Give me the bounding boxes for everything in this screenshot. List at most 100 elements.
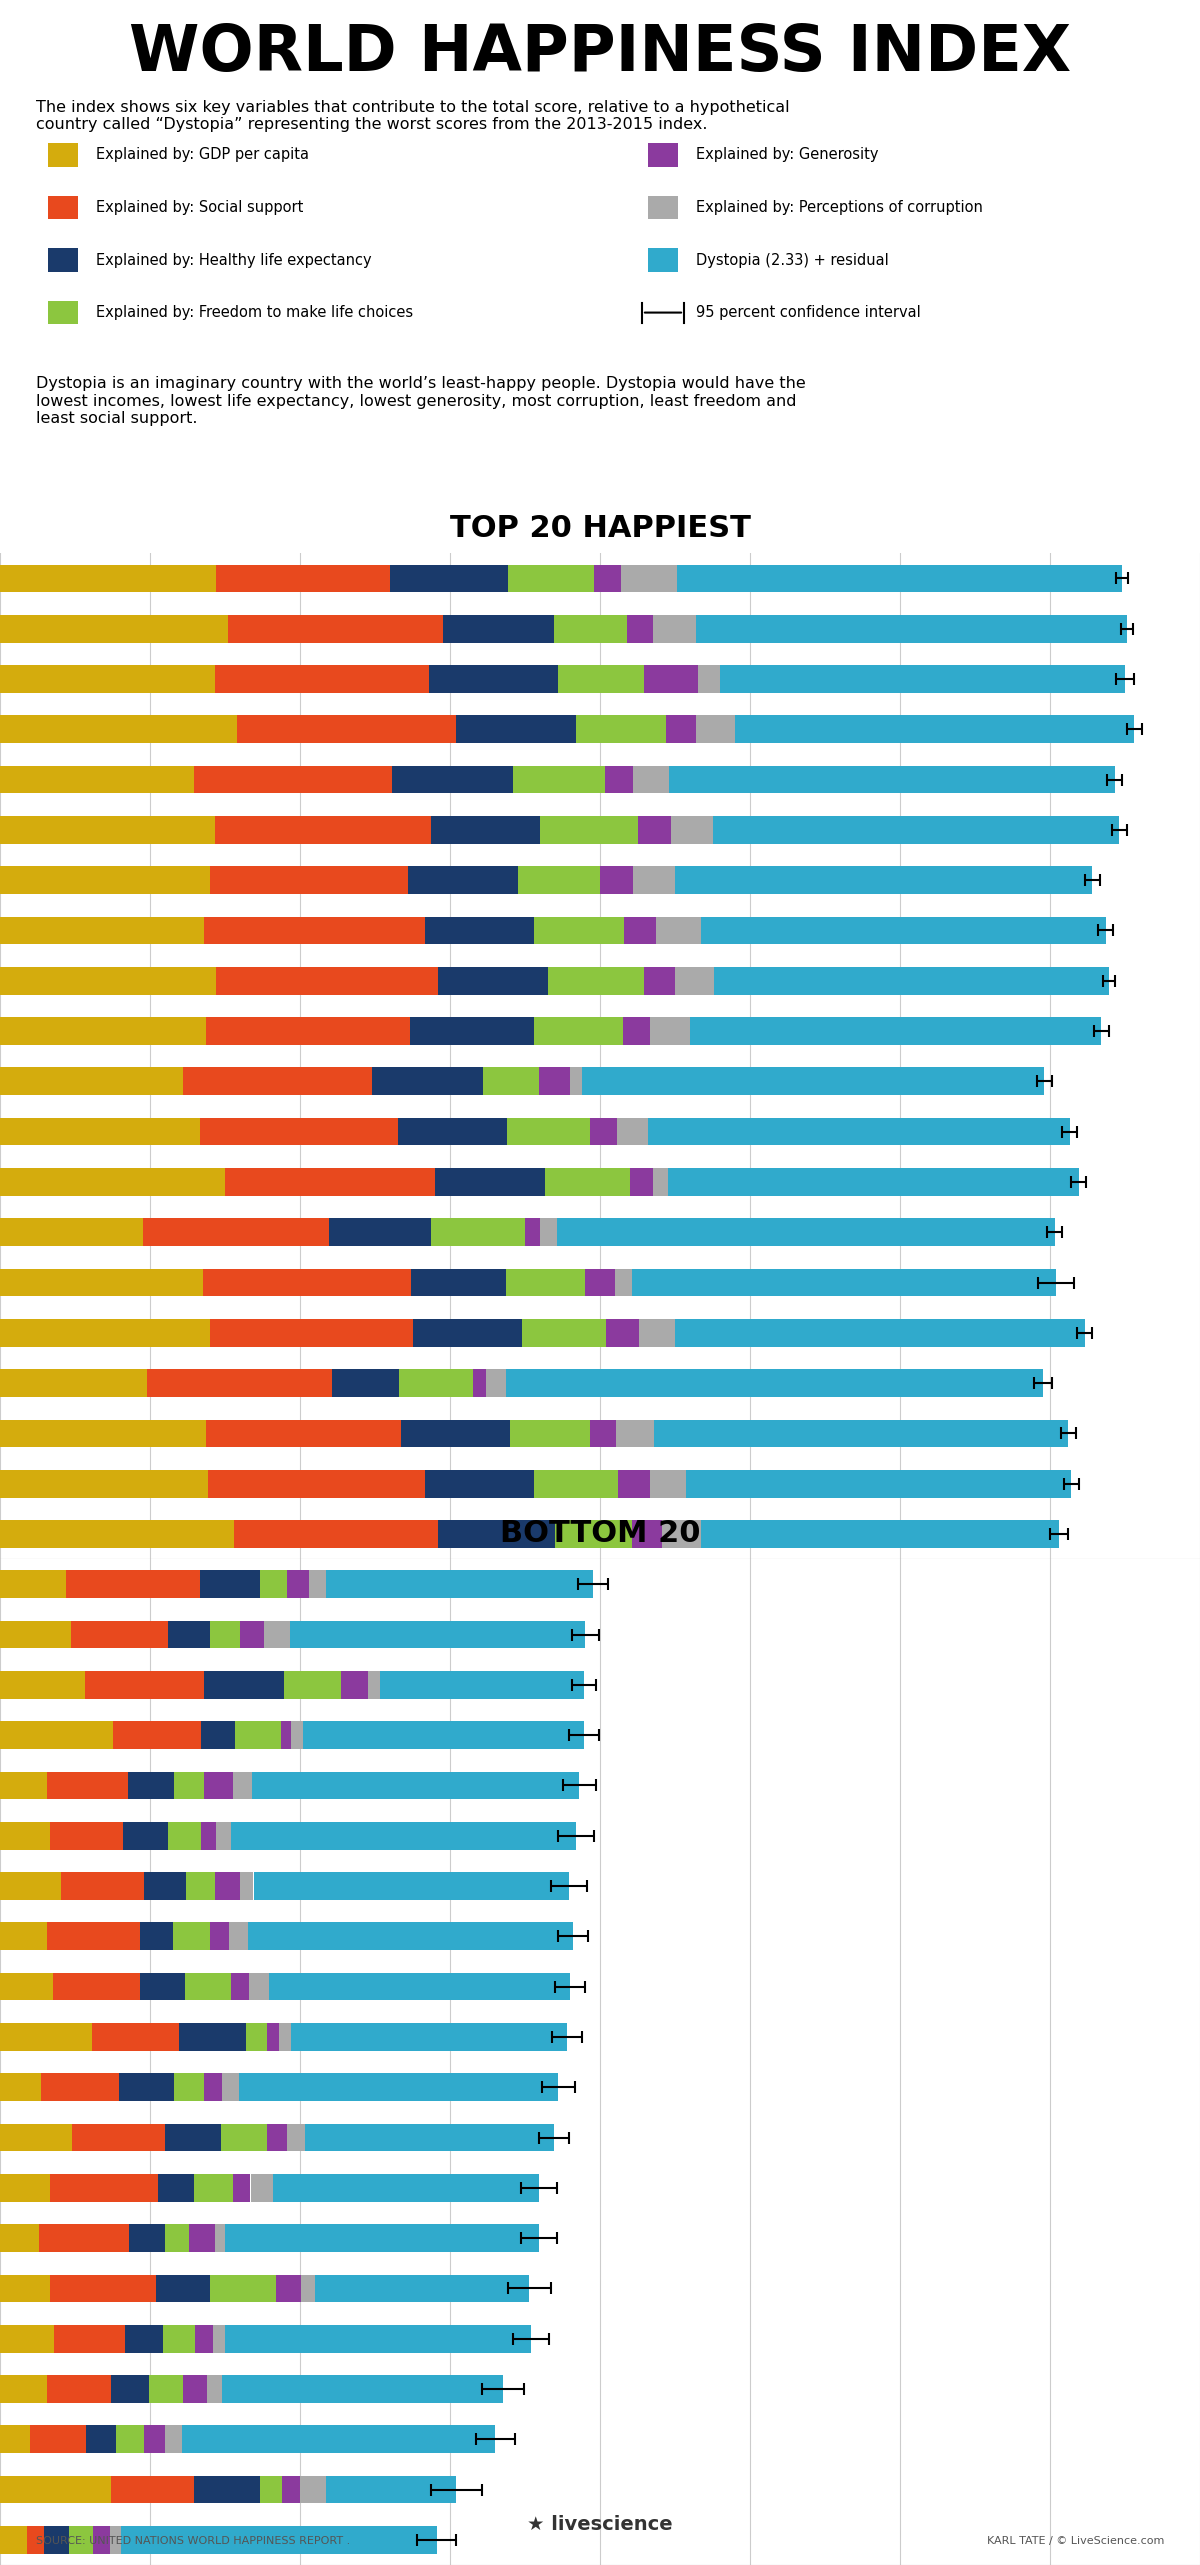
Bar [204,1772,233,1798]
Title: TOP 20 HAPPIEST: TOP 20 HAPPIEST [450,513,750,544]
Bar [125,2324,163,2352]
Bar [221,2124,268,2152]
Bar [251,2175,274,2201]
Bar [674,867,1092,895]
Bar [0,2124,72,2152]
Bar [124,1821,168,1849]
Bar [47,2375,112,2403]
Bar [66,1570,199,1598]
FancyBboxPatch shape [48,300,78,323]
Bar [215,2224,226,2252]
Bar [253,1872,569,1901]
Bar [38,2224,130,2252]
Bar [720,664,1126,693]
Bar [204,916,425,944]
Bar [203,1270,410,1295]
Bar [199,1118,397,1147]
Bar [194,2324,214,2352]
Bar [0,967,216,995]
Bar [216,1821,232,1849]
Text: Explained by: Freedom to make life choices: Explained by: Freedom to make life choic… [96,305,413,321]
Bar [0,2324,54,2352]
Bar [509,564,594,593]
Bar [534,916,624,944]
Bar [667,1167,1079,1195]
Bar [0,616,228,641]
Bar [53,1972,139,2001]
Bar [586,1270,616,1295]
Bar [49,2275,156,2303]
Bar [210,1318,413,1347]
Bar [228,616,443,641]
Bar [412,1270,505,1295]
Bar [0,2475,112,2503]
Bar [630,1167,653,1195]
Bar [239,2073,558,2101]
Bar [390,564,509,593]
Bar [0,2024,91,2052]
Bar [649,1470,685,1498]
Bar [653,1167,667,1195]
Bar [325,1570,593,1598]
Bar [685,1470,1072,1498]
Bar [85,1670,204,1698]
Bar [112,2475,193,2503]
Bar [174,1772,204,1798]
Bar [0,1721,113,1749]
Bar [226,1167,436,1195]
Bar [653,616,696,641]
Bar [0,816,215,844]
Bar [701,1521,1060,1547]
Bar [112,2375,149,2403]
Bar [713,816,1120,844]
Bar [210,1621,240,1649]
Bar [617,1118,648,1147]
Bar [640,1318,674,1347]
Bar [234,1521,438,1547]
Bar [193,2475,259,2503]
Bar [276,2275,301,2303]
Bar [233,2175,251,2201]
Bar [287,1570,310,1598]
Bar [47,1772,127,1798]
Bar [210,1924,229,1949]
Bar [190,2224,215,2252]
Bar [209,1470,425,1498]
Bar [282,2475,300,2503]
Bar [631,1270,1056,1295]
Bar [166,2426,181,2452]
Bar [331,1370,398,1398]
Bar [216,967,438,995]
Bar [47,1924,139,1949]
Bar [235,1721,281,1749]
Bar [456,716,576,744]
Bar [0,1270,203,1295]
FancyBboxPatch shape [648,195,678,218]
Bar [144,1872,186,1901]
Bar [367,1670,379,1698]
Bar [554,1521,631,1547]
Bar [281,1721,292,1749]
Bar [199,1570,259,1598]
Bar [0,916,204,944]
Bar [259,1570,287,1598]
Bar [264,1621,289,1649]
Bar [274,2175,539,2201]
Bar [222,2375,503,2403]
Bar [287,2124,305,2152]
Bar [215,664,430,693]
Bar [179,2024,246,2052]
Bar [0,564,216,593]
Text: SOURCE: UNITED NATIONS WORLD HAPPINESS REPORT .: SOURCE: UNITED NATIONS WORLD HAPPINESS R… [36,2537,350,2547]
Bar [300,2475,325,2503]
Bar [233,1772,252,1798]
Bar [534,1018,623,1044]
Bar [0,767,193,793]
Text: Explained by: Perceptions of corruption: Explained by: Perceptions of corruption [696,200,983,215]
Text: Explained by: Generosity: Explained by: Generosity [696,146,878,162]
Bar [325,2475,456,2503]
Bar [397,1118,508,1147]
Bar [204,1670,283,1698]
Bar [215,816,431,844]
Bar [85,2426,115,2452]
